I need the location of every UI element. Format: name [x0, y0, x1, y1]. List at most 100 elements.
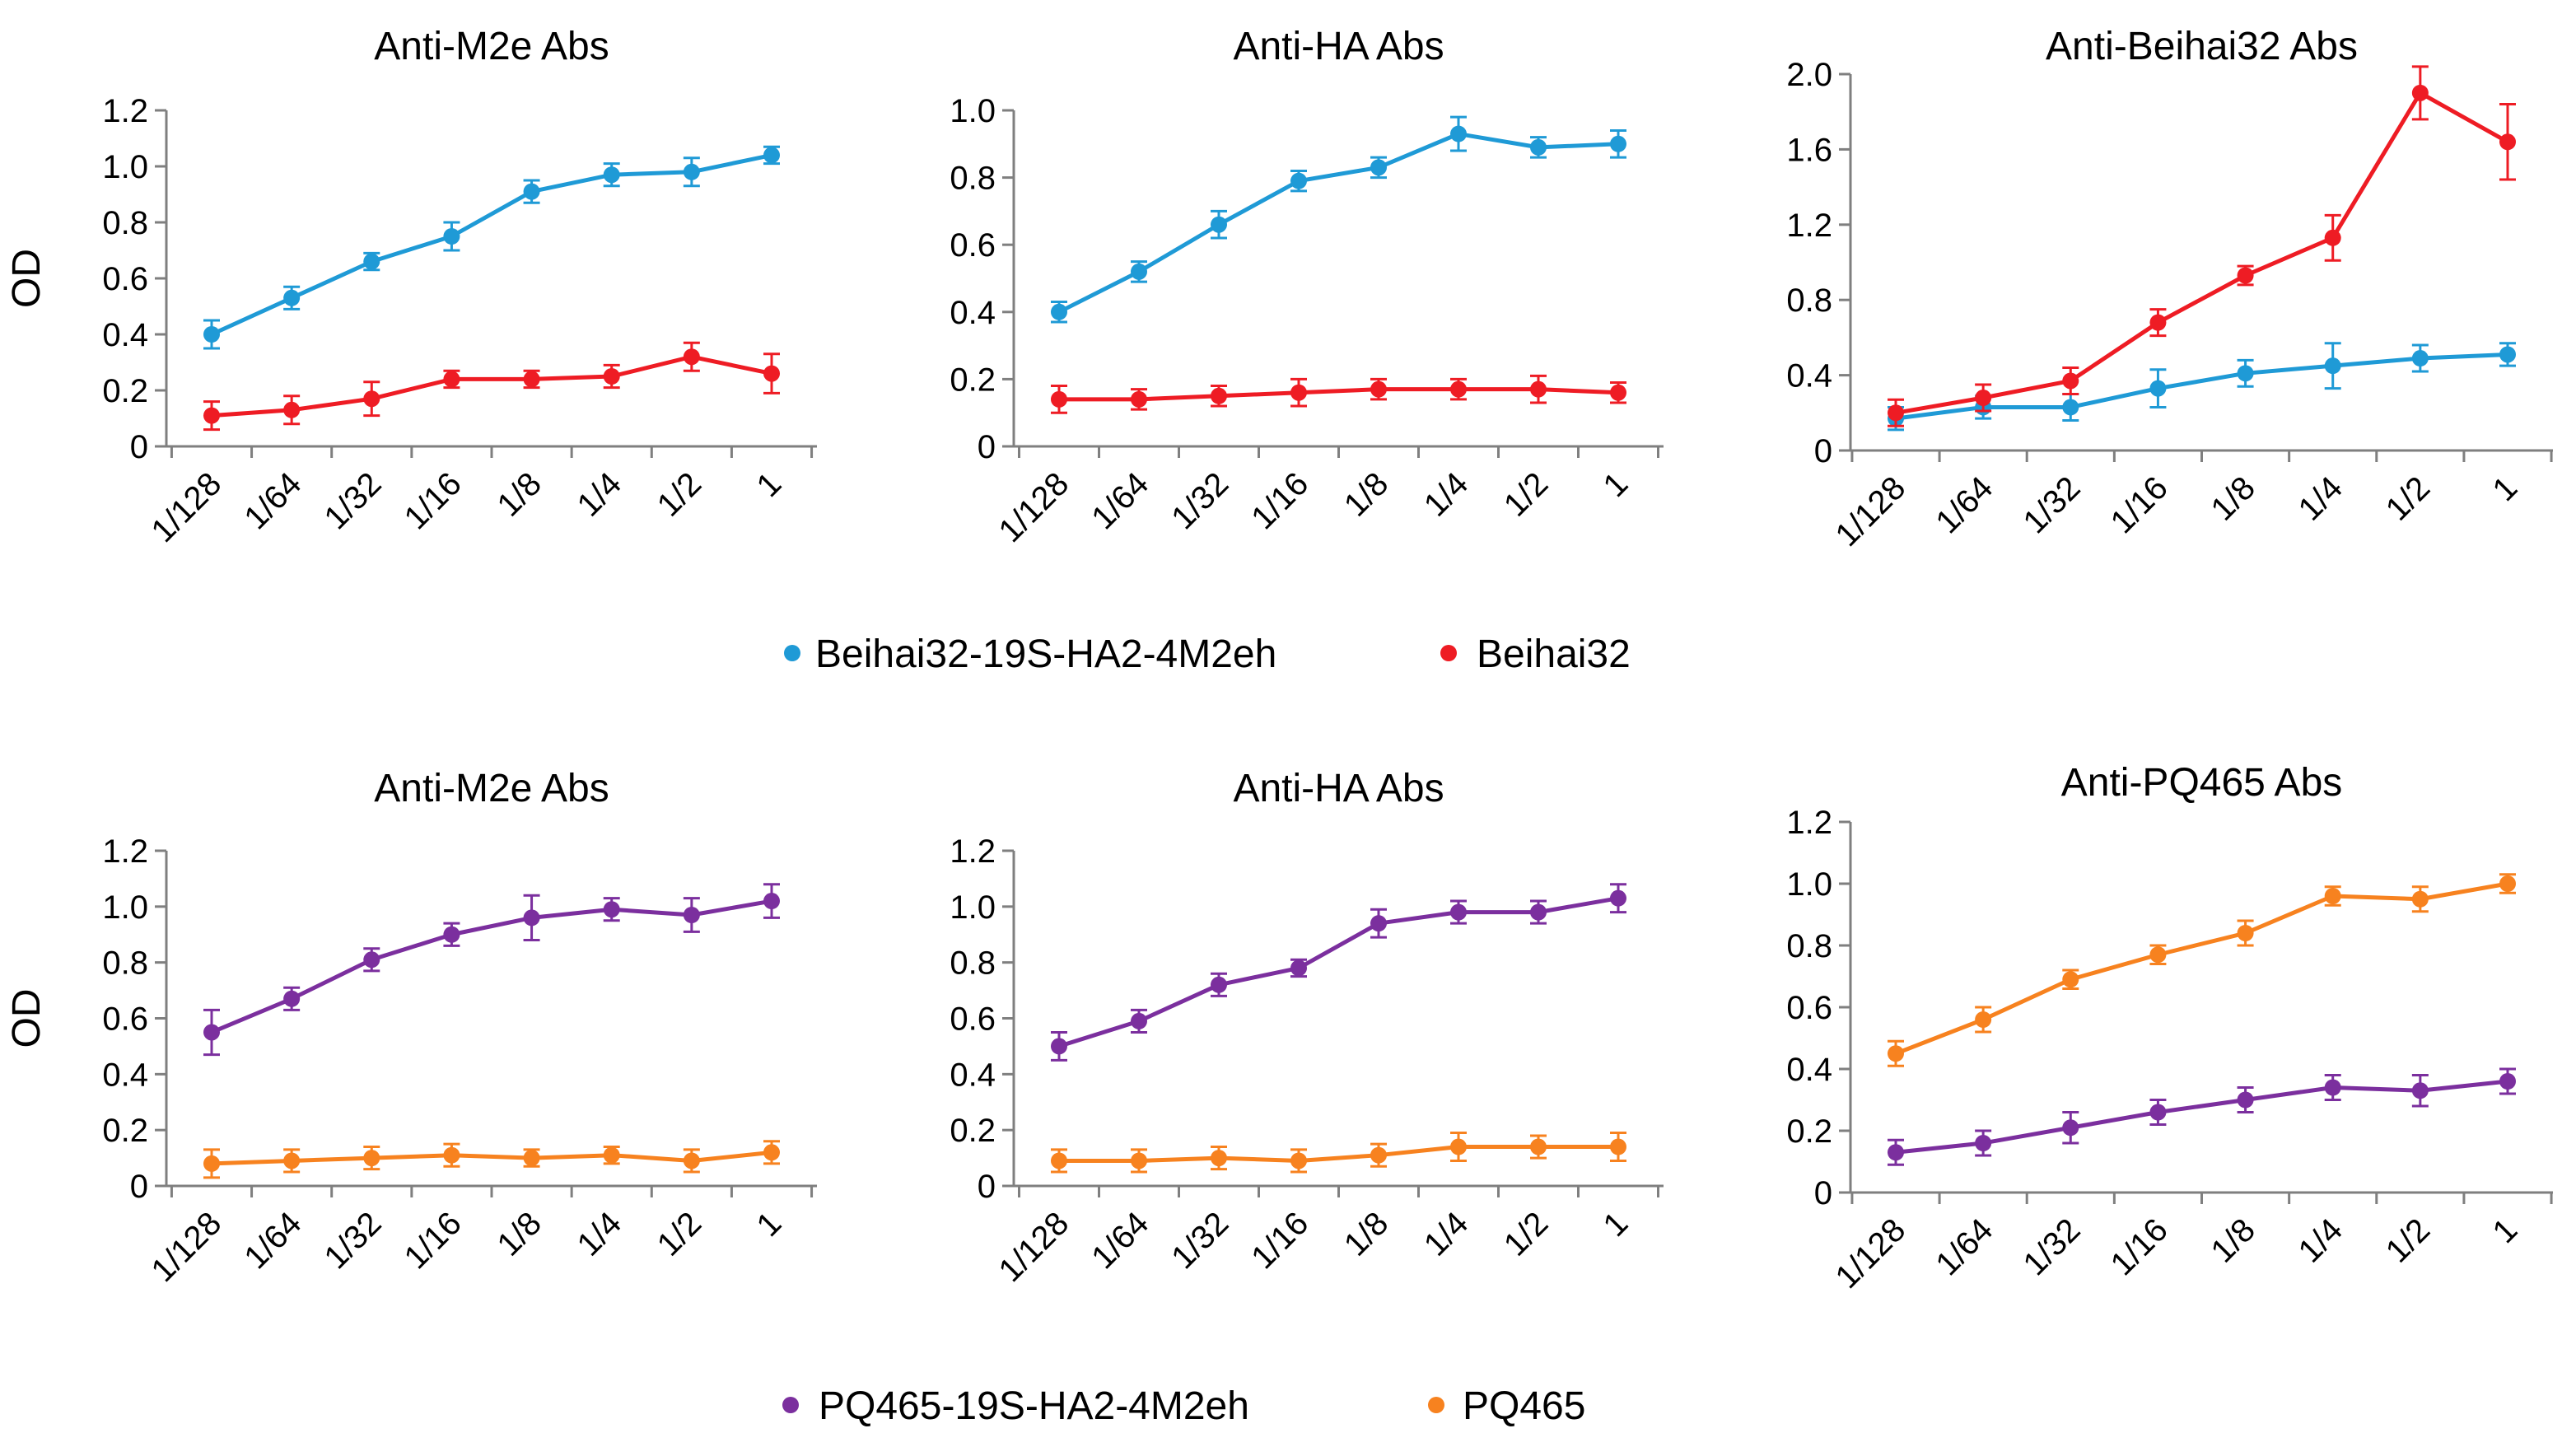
legend-2: PQ465-19S-HA2-4M2eh PQ465 [782, 1384, 1585, 1428]
data-point [1131, 1012, 1147, 1029]
y-tick-label: 0.6 [950, 227, 996, 264]
y-tick-label: 0.6 [102, 261, 148, 297]
y-tick-label: 0.4 [102, 317, 148, 353]
data-point [763, 147, 780, 164]
data-point [1530, 903, 1547, 921]
x-tick-label: 1/2 [1497, 465, 1555, 523]
series-2 [203, 341, 780, 432]
chart-title: Anti-M2e Abs [374, 767, 609, 810]
y-tick-label: 0.4 [1786, 1052, 1832, 1088]
x-tick-label: 1/128 [1828, 469, 1912, 553]
x-tick-label: 1/64 [1085, 465, 1155, 536]
data-point [763, 1144, 780, 1161]
x-tick-label: 1/4 [2292, 1211, 2350, 1269]
series-line [211, 1150, 772, 1166]
y-tick-label: 0.8 [102, 205, 148, 241]
series-1 [203, 145, 780, 350]
x-tick-label: 1/8 [2205, 469, 2262, 527]
data-point [203, 1024, 220, 1041]
data-point [1370, 915, 1387, 932]
data-point [1051, 1152, 1067, 1169]
chart-title: Anti-Beihai32 Abs [2046, 25, 2358, 68]
data-point [2411, 1082, 2429, 1099]
series-1 [1888, 1067, 2516, 1166]
legend-label: Beihai32-19S-HA2-4M2eh [815, 632, 1276, 676]
x-tick-label: 1 [750, 1205, 789, 1244]
y-tick-label: 1.2 [102, 833, 148, 870]
data-point [2237, 267, 2254, 284]
data-point [1888, 1045, 1904, 1062]
x-tick-label: 1/4 [571, 1205, 628, 1263]
x-tick-label: 1/4 [1417, 465, 1475, 523]
y-tick-label: 1.2 [102, 93, 148, 129]
y-tick-label: 0.4 [950, 1057, 996, 1093]
x-tick-label: 1/32 [2016, 469, 2087, 540]
data-point [1370, 1146, 1387, 1164]
data-point [1211, 1150, 1227, 1167]
legend-1: Beihai32-19S-HA2-4M2eh Beihai32 [784, 632, 1631, 676]
series-1 [1051, 115, 1626, 324]
data-point [283, 401, 301, 418]
x-tick-label: 1/8 [1337, 465, 1395, 523]
y-tick-label: 0.6 [102, 1001, 148, 1038]
data-point [283, 1152, 301, 1169]
y-tick-label: 1.0 [950, 889, 996, 926]
data-point [443, 1146, 460, 1164]
data-point [1051, 303, 1067, 320]
x-tick-label: 1/64 [1085, 1205, 1155, 1276]
y-tick-label: 1.0 [1786, 866, 1832, 903]
data-point [1290, 172, 1307, 189]
x-tick-label: 1/64 [237, 1205, 308, 1276]
y-axis-label: OD [5, 249, 49, 308]
series-2 [203, 1140, 780, 1179]
y-tick-label: 1.0 [950, 93, 996, 129]
series-line [210, 152, 772, 337]
x-tick-label: 1/128 [144, 465, 228, 549]
y-tick-label: 1.2 [1786, 208, 1832, 244]
data-point [2237, 1091, 2254, 1109]
series-line [1059, 387, 1619, 402]
data-point [1610, 889, 1626, 907]
data-point [603, 901, 620, 918]
data-point [1610, 384, 1626, 401]
chart-title: Anti-PQ465 Abs [2061, 761, 2343, 805]
data-point [2062, 372, 2079, 390]
x-tick-label: 1 [1597, 1205, 1636, 1244]
data-point [1975, 390, 1992, 407]
legend-marker [782, 1397, 799, 1413]
data-point [763, 893, 780, 910]
data-point [683, 1152, 700, 1169]
data-point [1290, 1152, 1307, 1169]
legend-marker [784, 645, 800, 661]
series-line [1895, 881, 2508, 1056]
x-tick-label: 1/8 [1337, 1205, 1395, 1263]
x-tick-label: 1/64 [1929, 1211, 2000, 1282]
data-point [363, 253, 380, 270]
y-tick-label: 0 [130, 1169, 148, 1205]
x-tick-label: 1 [750, 465, 789, 504]
y-tick-label: 0.8 [1786, 928, 1832, 964]
y-tick-label: 1.2 [950, 833, 996, 870]
data-point [2411, 890, 2429, 908]
x-tick-label: 1/128 [992, 1205, 1076, 1289]
y-tick-label: 0 [1814, 433, 1832, 469]
data-point [1131, 1152, 1147, 1169]
data-point [603, 1146, 620, 1164]
x-tick-label: 1/2 [651, 465, 708, 523]
series-line [1059, 1145, 1618, 1163]
data-point [2324, 357, 2341, 375]
series-line [1895, 1079, 2508, 1155]
y-tick-label: 0.4 [102, 1057, 148, 1093]
data-point [2062, 1119, 2079, 1137]
x-tick-label: 1/2 [1497, 1205, 1555, 1263]
x-tick-label: 1/16 [2104, 469, 2175, 540]
data-point [1530, 380, 1547, 398]
data-point [1051, 1038, 1067, 1055]
x-tick-label: 1/16 [1244, 1205, 1315, 1276]
y-tick-label: 1.2 [1786, 805, 1832, 841]
y-tick-label: 0.2 [102, 1113, 148, 1149]
data-point [2411, 84, 2429, 101]
x-tick-label: 1/16 [398, 1205, 469, 1276]
series-line [211, 899, 772, 1034]
